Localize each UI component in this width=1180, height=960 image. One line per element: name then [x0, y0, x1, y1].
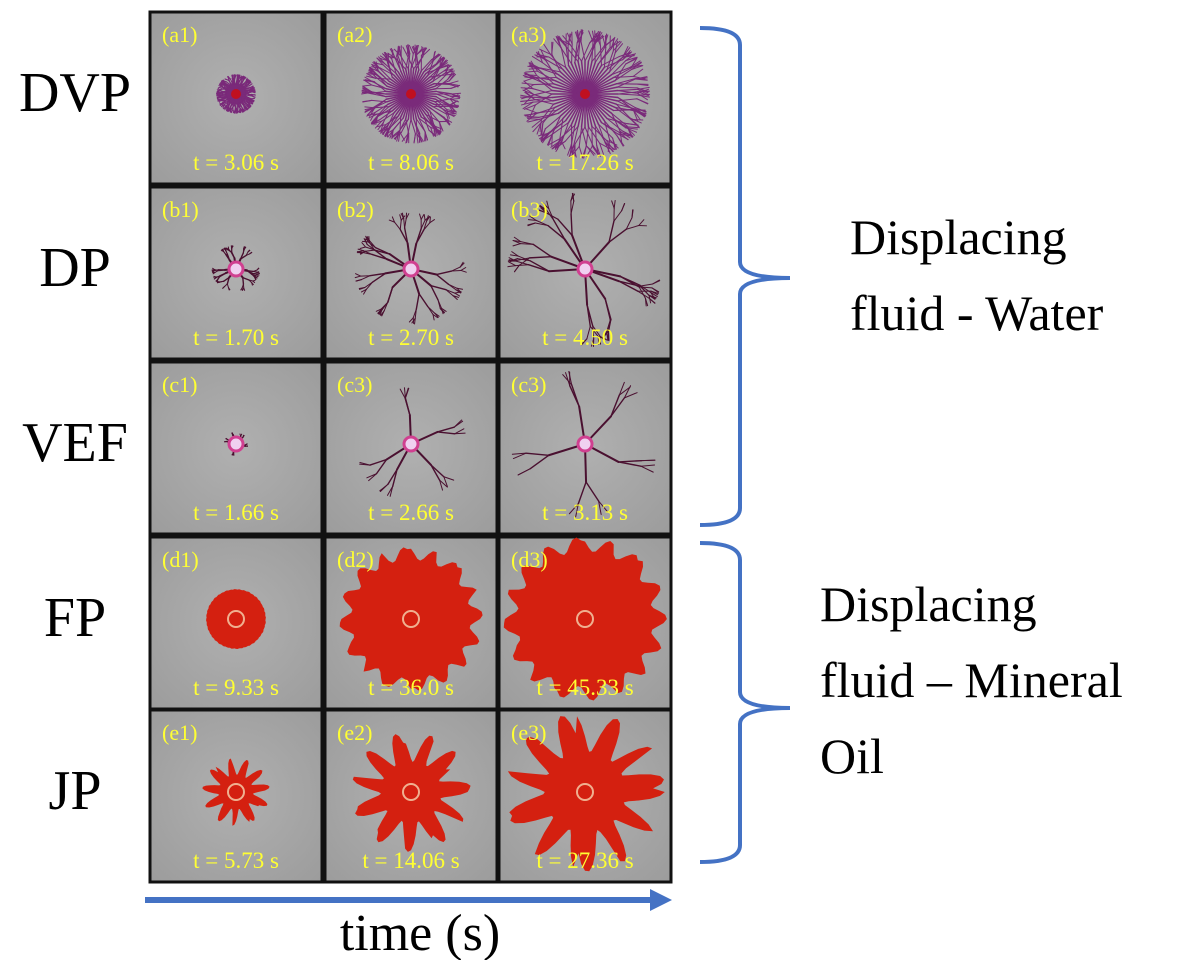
image-panel: (d2) t = 36.0 s [325, 537, 497, 709]
time-label: t = 4.50 s [542, 325, 628, 350]
finger-branch [243, 278, 244, 285]
panel-label: (c3) [337, 372, 372, 397]
group-label: Displacing [820, 576, 1037, 632]
time-label: t = 3.13 s [542, 500, 628, 525]
axis-label: time (s) [340, 905, 500, 960]
time-label: t = 27.36 s [536, 848, 633, 873]
finger-branch [440, 57, 441, 66]
finger-branch [238, 75, 239, 78]
finger-branch [240, 434, 241, 436]
panel-label: (b3) [511, 197, 548, 222]
time-label: t = 1.66 s [193, 500, 279, 525]
image-panel: (e3) t = 27.36 s [499, 710, 671, 882]
finger-branch [509, 260, 517, 261]
panel-label: (b1) [162, 197, 199, 222]
panel-label: (b2) [337, 197, 374, 222]
image-panel: (d3) t = 45.33 s [499, 537, 671, 709]
finger-branch [430, 217, 431, 223]
time-label: t = 2.70 s [368, 325, 454, 350]
time-label: t = 14.06 s [362, 848, 459, 873]
panel-label: (e3) [511, 720, 546, 745]
time-label: t = 5.73 s [193, 848, 279, 873]
panel-label: (c3) [511, 372, 546, 397]
group-label: Oil [820, 728, 884, 784]
group-label: fluid – Mineral [820, 652, 1123, 708]
center [578, 262, 592, 276]
finger-branch [243, 435, 244, 437]
center [231, 89, 241, 99]
finger-branch [631, 119, 643, 120]
panel-label: (a1) [162, 22, 197, 47]
finger-branch [552, 134, 553, 146]
time-label: t = 9.33 s [193, 675, 279, 700]
center [404, 437, 418, 451]
row-label: FP [44, 587, 106, 649]
finger-branch [218, 270, 225, 271]
center [229, 262, 243, 276]
image-panel: (c3) t = 2.66 s [325, 362, 497, 534]
finger-branch [234, 78, 235, 84]
center [406, 89, 416, 99]
finger-branch [452, 270, 461, 271]
finger-branch [595, 43, 596, 63]
panel-label: (a3) [511, 22, 546, 47]
panel-label: (d3) [511, 547, 548, 572]
center [580, 89, 590, 99]
image-panel: (e2) t = 14.06 s [325, 710, 497, 882]
time-label: t = 2.66 s [368, 500, 454, 525]
time-label: t = 8.06 s [368, 150, 454, 175]
panel-label: (c1) [162, 372, 197, 397]
image-panel: (b1) t = 1.70 s [150, 187, 322, 359]
bracket [700, 28, 790, 525]
center [229, 437, 243, 451]
image-panel: (a3) t = 17.26 s [499, 12, 671, 184]
image-panel: (d1) t = 9.33 s [150, 537, 322, 709]
finger-branch [234, 75, 235, 79]
panel-label: (e2) [337, 720, 372, 745]
bracket [700, 543, 790, 862]
time-label: t = 17.26 s [536, 150, 633, 175]
row-label: DP [39, 237, 111, 299]
image-panel: (a2) t = 8.06 s [325, 12, 497, 184]
panel-label: (d2) [337, 547, 374, 572]
time-label: t = 36.0 s [368, 675, 454, 700]
group-label: fluid - Water [850, 285, 1104, 341]
time-label: t = 45.33 s [536, 675, 633, 700]
displacing-fluid [206, 589, 266, 649]
image-panel: (e1) t = 5.73 s [150, 710, 322, 882]
finger-branch [217, 93, 220, 94]
finger-branch [451, 96, 460, 97]
finger-branch [228, 288, 229, 290]
finger-branch [537, 78, 557, 79]
image-panel: (a1) t = 3.06 s [150, 12, 322, 184]
finger-branch [212, 271, 214, 272]
time-label: t = 1.70 s [193, 325, 279, 350]
panel-label: (d1) [162, 547, 199, 572]
finger-branch [252, 283, 253, 285]
center [578, 437, 592, 451]
arrow-head [650, 889, 672, 911]
image-panel: (c3) t = 3.13 s [499, 362, 671, 534]
image-panel: (b3) t = 4.50 s [499, 187, 671, 359]
group-label: Displacing [850, 209, 1067, 265]
row-label: DVP [19, 62, 131, 124]
row-label: JP [49, 760, 102, 822]
panel-label: (a2) [337, 22, 372, 47]
finger-branch [217, 91, 220, 92]
center [404, 262, 418, 276]
finger-branch [214, 276, 216, 277]
figure: time (s) DVP (a1) t = 3.06 s (a2) t = 8.06 s… [0, 0, 1180, 960]
image-panel: (c1) t = 1.66 s [150, 362, 322, 534]
finger-branch [239, 109, 240, 113]
row-label: VEF [22, 412, 128, 474]
time-label: t = 3.06 s [193, 150, 279, 175]
image-panel: (b2) t = 2.70 s [325, 187, 497, 359]
panel-label: (e1) [162, 720, 197, 745]
